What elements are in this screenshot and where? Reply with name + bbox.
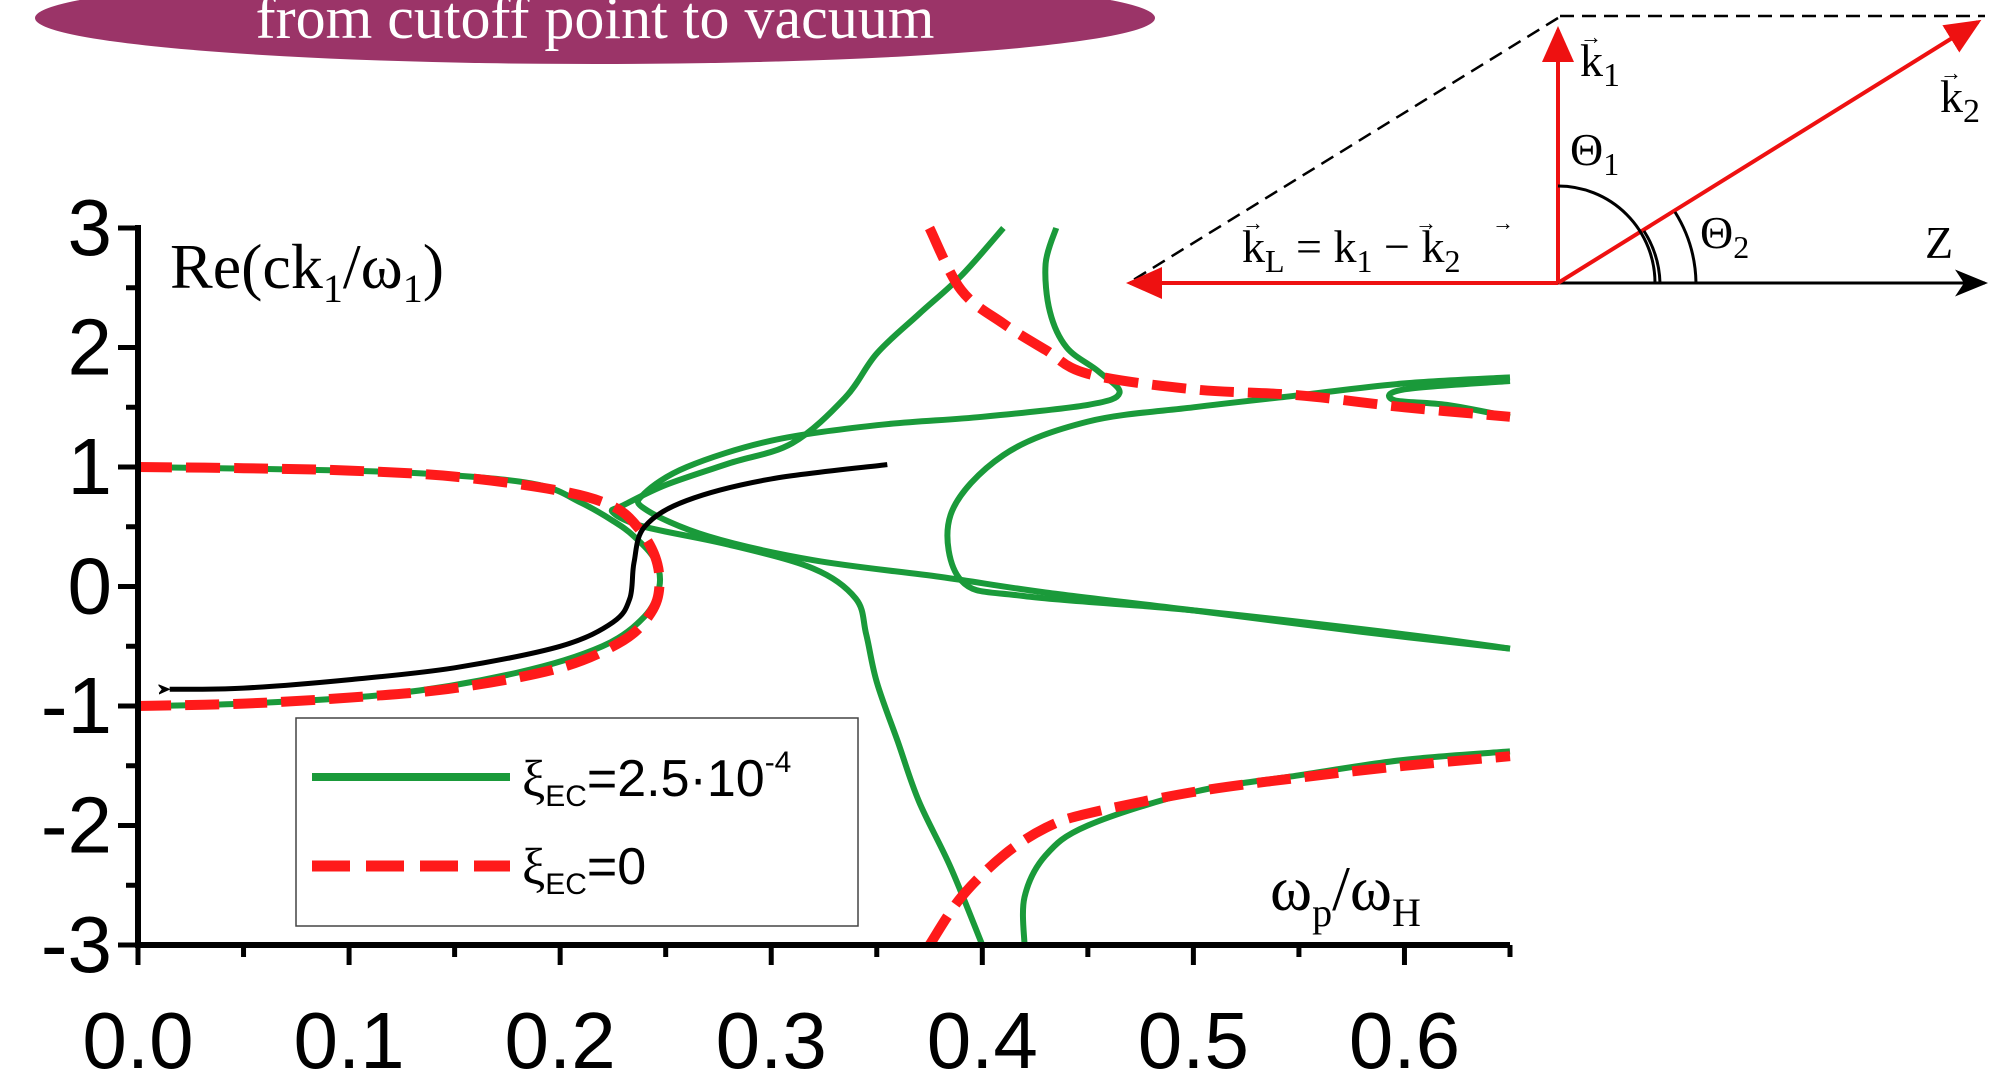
legend-label-red: ξEC=0 [522,838,646,901]
y-tick-label: 3 [68,183,113,272]
plot-series [137,225,1511,948]
x-tick-label: 0.5 [1138,996,1249,1081]
x-label-sub1: p [1312,890,1332,935]
vector-inset: k1 → k2 → Θ1 Θ2 Z kL = k1 − k2 → → → [1126,14,1988,299]
x-tick-label: 0.0 [82,996,193,1081]
y-tick-label: -2 [41,781,112,870]
k1b-accent: → [1415,210,1437,235]
x-tick-label: 0.3 [716,996,827,1081]
kl-accents: → [1242,210,1264,235]
k2-arrow-accent: → [1940,60,1962,85]
legend-label-green: ξEC=2.5·10-4 [522,746,791,813]
x-tick-label: 0.1 [293,996,404,1081]
y-tick-label: 2 [68,303,113,392]
banner: from cutoff point to vacuum [35,0,1155,64]
label-kl-equation: kL = k1 − k2 [1242,221,1460,279]
x-tick-label: 0.4 [927,996,1038,1081]
y-axis-label: Re(ck1/ω1) [170,231,444,311]
k1-arrow-accent: → [1580,24,1602,49]
series-green-3 [634,227,1511,652]
series-green-4 [944,374,1511,652]
series-red-bottom [925,751,1511,948]
banner-text: from cutoff point to vacuum [256,0,935,51]
legend-box [295,717,859,927]
dashed-diagonal [1129,16,1559,284]
vector-k2 [1556,19,1982,285]
angle-theta2-arc [1642,230,1662,284]
label-z: Z [1925,217,1953,268]
x-axis-label: ωp/ωH [1270,853,1421,935]
label-k2: k2 [1940,71,1980,130]
y-tick-label: 1 [68,422,113,511]
series-green-1 [137,464,664,709]
x-label-sub2: H [1392,890,1421,935]
y-label-close: ) [423,231,444,302]
legend: ξEC=2.5·10-4 ξEC=0 [295,717,859,927]
x-label-slash: /ω [1332,853,1392,924]
angle-theta2-arc-outer [1673,211,1698,284]
label-theta1: Θ1 [1570,124,1619,182]
series-black-arrow [170,462,888,690]
y-label-slash: /ω [343,231,403,302]
y-label-sub1: 1 [323,266,343,311]
x-tick-label: 0.2 [505,996,616,1081]
banner-ellipse [35,0,1155,64]
series-red-upper [925,225,1511,422]
y-tick-label: 0 [68,542,113,631]
angle-theta1-arc [1557,184,1657,284]
y-label-sub2: 1 [403,266,423,311]
label-k1: k1 [1580,35,1620,94]
label-theta2: Θ2 [1700,207,1749,265]
x-tick-label: 0.6 [1349,996,1460,1081]
k2b-accent: → [1492,210,1514,235]
axes: 0.0 0.1 0.2 0.3 0.4 0.5 0.6 3 2 1 0 -1 -2 -3 [41,183,1513,1081]
y-tick-label: -1 [41,661,112,750]
y-tick-label: -3 [41,900,112,989]
